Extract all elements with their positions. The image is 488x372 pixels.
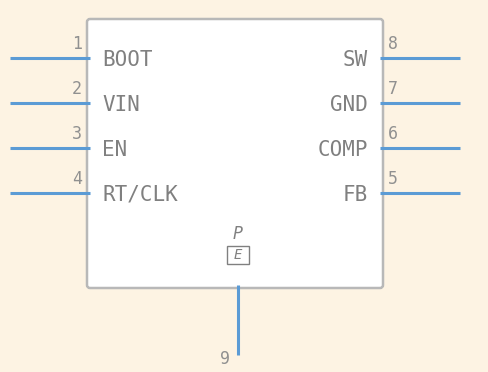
- Text: 8: 8: [388, 35, 398, 53]
- Text: E: E: [234, 248, 242, 262]
- Bar: [227, 246, 249, 264]
- Text: 9: 9: [220, 350, 230, 368]
- Text: GND: GND: [330, 95, 368, 115]
- Text: 2: 2: [72, 80, 82, 98]
- Text: SW: SW: [343, 50, 368, 70]
- Text: 7: 7: [388, 80, 398, 98]
- Text: 4: 4: [72, 170, 82, 188]
- Text: FB: FB: [343, 185, 368, 205]
- Text: 6: 6: [388, 125, 398, 143]
- Text: COMP: COMP: [318, 140, 368, 160]
- Text: 1: 1: [72, 35, 82, 53]
- Text: 3: 3: [72, 125, 82, 143]
- Text: P: P: [233, 225, 243, 243]
- Text: BOOT: BOOT: [102, 50, 152, 70]
- Text: VIN: VIN: [102, 95, 140, 115]
- Text: RT/CLK: RT/CLK: [102, 185, 178, 205]
- FancyBboxPatch shape: [87, 19, 383, 288]
- Text: EN: EN: [102, 140, 127, 160]
- Text: 5: 5: [388, 170, 398, 188]
